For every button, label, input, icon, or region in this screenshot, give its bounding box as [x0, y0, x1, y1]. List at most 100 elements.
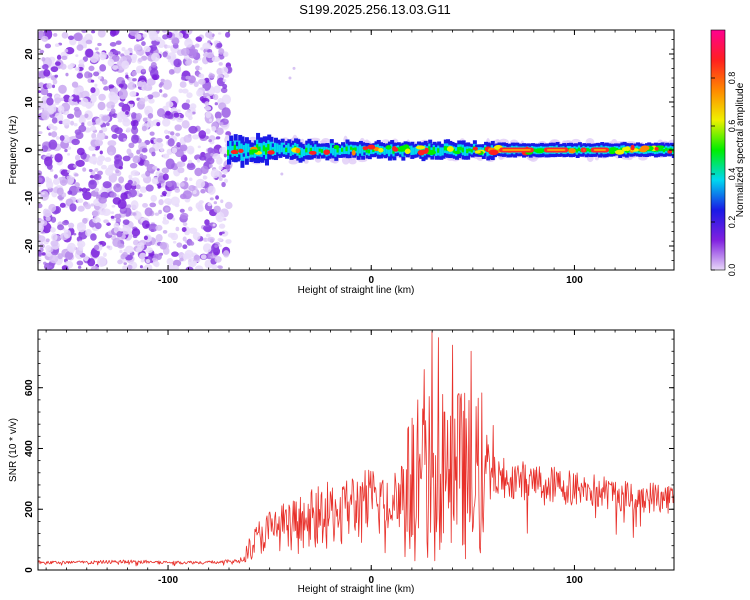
spectrogram-noise-blob — [165, 101, 174, 108]
spectrogram-noise-blob — [67, 169, 71, 173]
spectrogram-noise-blob — [99, 51, 107, 61]
spectrogram-band-mid — [412, 147, 417, 155]
spectrogram-noise-blob — [67, 153, 71, 156]
spectrogram-noise-blob — [211, 125, 217, 132]
spectrogram-noise-blob — [54, 43, 60, 48]
spectrogram-noise-blob — [160, 147, 164, 152]
spectrogram-band-mid — [385, 146, 390, 154]
spectrogram-noise-blob — [202, 42, 212, 50]
spectrogram-noise-blob — [144, 207, 153, 217]
spectrogram-noise-blob — [122, 251, 128, 258]
spectrogram-band-inner — [227, 149, 232, 156]
spectrogram-y-tick-label: 10 — [24, 96, 35, 108]
spectrogram-noise-blob — [40, 190, 49, 201]
spectrogram-noise-blob — [97, 155, 106, 162]
spectrogram-noise-blob — [84, 71, 91, 79]
spectrogram-noise-blob — [97, 30, 106, 38]
spectrogram-noise-blob — [218, 165, 223, 171]
spectrogram-band-mid — [273, 142, 278, 156]
spectrogram-noise-blob — [159, 241, 168, 250]
spectrogram-band-mid — [282, 147, 287, 155]
spectrogram-hot-spot — [417, 149, 425, 156]
spectrogram-noise-blob — [214, 111, 222, 120]
spectrogram-noise-blob — [204, 106, 212, 111]
spectrogram-noise-blob — [166, 193, 171, 197]
snr-plot-area — [38, 330, 674, 570]
spectrogram-noise-blob — [141, 147, 148, 153]
spectrogram-noise-blob — [106, 222, 111, 226]
spectrogram-noise-blob — [205, 111, 212, 119]
spectrogram-hot-spot — [415, 145, 426, 150]
spectrogram-noise-blob — [110, 215, 115, 219]
spectrogram-noise-blob — [194, 43, 200, 48]
spectrogram-noise-blob — [65, 47, 75, 55]
spectrogram-halo — [303, 159, 309, 164]
spectrogram-noise-blob — [70, 93, 80, 102]
spectrogram-noise-blob — [83, 255, 89, 262]
spectrogram-noise-blob — [43, 262, 53, 270]
spectrogram-noise-blob — [202, 243, 212, 253]
spectrogram-noise-blob — [167, 138, 175, 147]
snr-y-axis-label: SNR (10 * v/v) — [8, 418, 19, 482]
spectrogram-noise-blob — [202, 53, 208, 57]
spectrogram-noise-blob — [38, 170, 43, 177]
spectrogram-noise-blob — [67, 35, 75, 41]
spectrogram-noise-blob — [135, 184, 141, 190]
spectrogram-noise-blob — [50, 227, 56, 233]
spectrogram-noise-blob — [69, 203, 77, 212]
spectrogram-noise-blob — [214, 256, 222, 263]
spectrogram-noise-blob — [156, 142, 164, 148]
spectrogram-noise-blob — [101, 208, 111, 216]
spectrogram-noise-blob — [221, 94, 232, 105]
spectrogram-noise-blob — [151, 91, 161, 98]
spectrogram-noise-blob — [99, 242, 103, 245]
spectrogram-noise-blob — [143, 84, 153, 92]
spectrogram-noise-blob — [75, 131, 84, 140]
spectrogram-noise-blob — [53, 174, 58, 179]
snr-x-tick-label: -100 — [158, 575, 178, 586]
colorbar-tick-label: 0.2 — [727, 216, 737, 229]
spectrogram-noise-blob — [76, 260, 84, 266]
spectrogram-noise-blob — [179, 193, 187, 200]
spectrogram-noise-blob — [130, 53, 138, 61]
spectrogram-noise-blob — [117, 259, 123, 265]
spectrogram-noise-blob — [94, 139, 104, 147]
spectrogram-band-inner — [669, 147, 674, 151]
colorbar-ticks: 0.0 0.2 0.4 0.6 0.8 — [711, 72, 737, 276]
spectrogram-noise-blob — [136, 33, 142, 40]
spectrogram-noise-blob — [38, 131, 43, 135]
spectrogram-noise-blob — [53, 33, 58, 37]
spectrogram-band-mid — [441, 147, 446, 156]
spectrogram-noise-blob — [218, 48, 225, 55]
spectrogram-noise-blob — [98, 196, 107, 204]
spectrogram-noise-blob — [99, 150, 103, 155]
spectrogram-band-mid — [238, 140, 243, 155]
spectrogram-noise-blob — [130, 112, 137, 119]
spectrogram-band-inner — [457, 147, 462, 152]
spectrogram-noise-blob — [204, 219, 210, 226]
spectrogram-noise-blob — [103, 219, 109, 224]
spectrogram-noise-blob — [165, 110, 171, 116]
spectrogram-noise-blob — [127, 227, 132, 231]
spectrogram-noise-blob — [174, 30, 179, 33]
spectrogram-noise-blob — [88, 65, 95, 72]
spectrogram-noise-blob — [102, 115, 109, 122]
spectrogram-noise-blob — [175, 32, 184, 40]
spectrogram-noise-blob — [205, 52, 214, 59]
spectrogram-noise-blob — [132, 212, 136, 216]
spectrogram-noise-blob — [184, 230, 190, 236]
spectrogram-noise-blob — [217, 265, 222, 269]
spectrogram-hot-spot — [230, 149, 239, 155]
spectrogram-noise-blob — [135, 247, 143, 253]
spectrogram-noise-blob — [152, 74, 158, 81]
spectrogram-band-mid — [300, 147, 305, 158]
spectrogram-noise-blob — [217, 237, 223, 242]
spectrogram-band-inner — [662, 149, 667, 153]
spectrogram-noise-blob — [59, 135, 65, 142]
spectrogram-noise-blob — [125, 74, 129, 79]
spectrogram-hot-spot — [534, 148, 545, 154]
spectrogram-noise-blob — [133, 44, 142, 51]
spectrogram-noise-blob — [40, 87, 49, 96]
spectrogram-hot-spot — [238, 148, 244, 154]
spectrogram-noise-blob — [130, 170, 140, 177]
